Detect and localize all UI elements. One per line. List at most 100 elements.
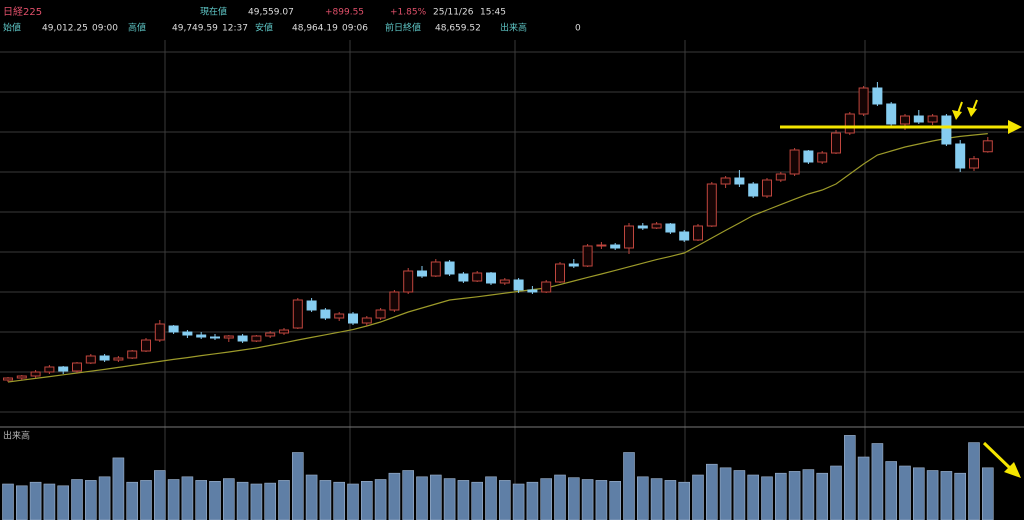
label: 始値 xyxy=(3,22,21,34)
candle-body xyxy=(789,149,800,175)
marks xyxy=(2,82,994,520)
candle-body xyxy=(154,323,165,341)
candle-body xyxy=(775,173,786,181)
candle-body xyxy=(900,115,910,125)
arrow xyxy=(957,101,963,114)
candle-body xyxy=(196,334,207,338)
volume-bar xyxy=(885,461,898,520)
candle-body xyxy=(472,272,483,282)
volume-bar xyxy=(843,435,856,520)
candle-body xyxy=(693,225,703,241)
volume-bar xyxy=(360,480,373,520)
volume-bar xyxy=(416,476,428,520)
candle-body xyxy=(499,279,510,284)
volume-bar xyxy=(305,474,318,520)
volume-bar xyxy=(429,474,442,520)
time: 09:06 xyxy=(342,24,368,34)
volume-bar xyxy=(830,465,842,520)
label: 安値 xyxy=(255,22,273,34)
candle-body xyxy=(748,183,759,197)
value: 49,559.07 xyxy=(248,8,294,18)
volume-bar xyxy=(871,443,884,520)
volume-bar xyxy=(154,470,166,520)
volume-bar xyxy=(816,472,829,520)
candle-body xyxy=(624,225,634,249)
candle-body xyxy=(844,113,855,134)
candle-body xyxy=(72,362,82,372)
value: 49,749.59 xyxy=(172,24,218,34)
volume-bar xyxy=(498,480,511,520)
candle-body xyxy=(541,281,552,293)
volume-bar xyxy=(112,457,125,520)
candle-body xyxy=(168,325,179,333)
volume-bar xyxy=(388,472,401,520)
volume-bar xyxy=(264,482,277,520)
volume-bar xyxy=(374,479,387,520)
candle-body xyxy=(389,291,400,311)
candle-body xyxy=(251,335,262,342)
volume-bar xyxy=(278,480,290,520)
volume-bar xyxy=(788,471,801,520)
candle-body xyxy=(610,244,621,249)
symbol: 日経225 xyxy=(3,5,42,18)
candle-body xyxy=(361,317,372,324)
candle-body xyxy=(58,366,69,372)
candle-body xyxy=(279,329,289,334)
candle-body xyxy=(486,272,496,284)
candle-body xyxy=(955,143,966,169)
volume-bar xyxy=(485,476,497,520)
volume-bar xyxy=(761,476,773,520)
candle-body xyxy=(113,357,124,361)
arrow xyxy=(982,441,1014,472)
label: 前日終値 xyxy=(385,22,421,34)
volume-bar xyxy=(195,480,207,520)
candle-body xyxy=(348,313,358,324)
volume-bar xyxy=(650,478,663,520)
value: 48,964.19 xyxy=(292,24,338,34)
candle-body xyxy=(513,279,524,291)
candle-body xyxy=(858,87,869,115)
candle-body xyxy=(210,336,220,339)
candle-body xyxy=(941,115,952,145)
annotations xyxy=(780,99,1022,478)
candle-body xyxy=(127,350,138,359)
volume-bar xyxy=(236,481,249,520)
volume-bar xyxy=(912,467,925,520)
moving-average xyxy=(7,133,988,383)
volume-bar xyxy=(126,481,138,520)
volume-bar xyxy=(333,481,346,520)
candle-body xyxy=(292,299,303,329)
candle-body xyxy=(913,115,924,123)
volume-bar xyxy=(526,481,539,520)
volume-bar xyxy=(609,480,622,520)
volume-bar xyxy=(319,480,332,520)
volume-bar xyxy=(719,467,732,520)
arrow-head xyxy=(1008,120,1022,134)
label: 出来高 xyxy=(500,22,527,34)
candle-body xyxy=(927,115,938,123)
volume-bar xyxy=(457,480,470,520)
volume-bar xyxy=(954,472,967,520)
arrow-head xyxy=(952,110,962,120)
volume-bar xyxy=(15,485,28,520)
volume-bar xyxy=(57,485,70,520)
volume-bar xyxy=(223,478,235,520)
volume-bar xyxy=(471,481,484,520)
candle-body xyxy=(237,335,248,342)
value: 49,012.25 xyxy=(42,24,88,34)
candle-body xyxy=(320,309,331,319)
volume-bar xyxy=(71,479,83,520)
candle-body xyxy=(720,177,731,185)
time: 15:45 xyxy=(480,8,506,18)
candle-body xyxy=(679,231,690,241)
volume-bar xyxy=(926,470,939,520)
change-pct: +1.85% xyxy=(390,8,427,18)
date: 25/11/26 xyxy=(433,8,474,18)
label: 現在値 xyxy=(200,6,227,18)
volume-bar xyxy=(167,479,180,520)
volume-bar xyxy=(664,480,677,520)
volume-bar xyxy=(899,465,911,520)
volume-bar xyxy=(940,471,953,520)
